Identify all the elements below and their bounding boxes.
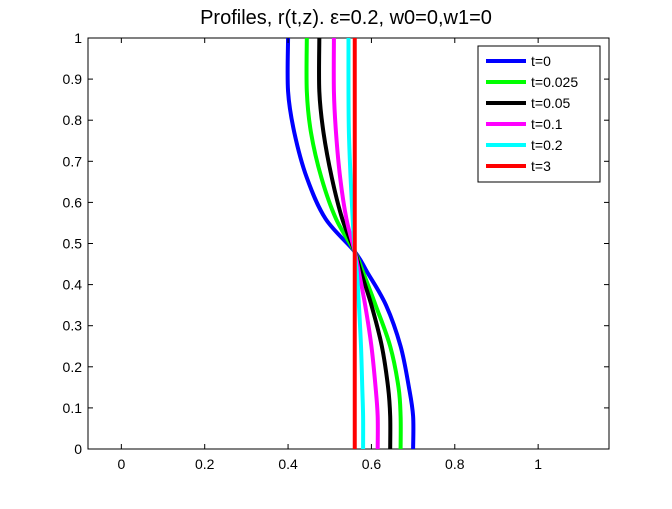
legend-label: t=0 [531, 53, 551, 69]
legend-label: t=0.025 [531, 74, 578, 90]
series-line-0 [285, 37, 416, 450]
x-tick-label: 0.2 [195, 456, 215, 472]
y-tick-label: 0.2 [63, 359, 83, 375]
legend-label: t=0.05 [531, 95, 571, 111]
y-tick-label: 0.5 [63, 236, 83, 252]
x-tick-label: 0 [117, 456, 125, 472]
x-tick-label: 0.6 [362, 456, 382, 472]
y-tick-label: 0.1 [63, 400, 83, 416]
y-tick-label: 1 [74, 30, 82, 46]
x-tick-label: 1 [534, 456, 542, 472]
chart-title: Profiles, r(t,z). ε=0.2, w0=0,w1=0 [200, 7, 492, 29]
axes-layer: 0 0.2 0.4 0.6 0.8 1 0 0.1 0.2 0.3 0.4 0.5 0.6 0.7 0.8 0… [63, 30, 609, 472]
legend-label: t=0.2 [531, 137, 563, 153]
y-tick-label: 0.4 [63, 277, 83, 293]
y-tick-label: 0 [74, 441, 82, 457]
y-tick-label: 0.9 [63, 71, 83, 87]
x-tick-label: 0.8 [445, 456, 465, 472]
series-layer [285, 37, 416, 450]
legend-label: t=0.1 [531, 116, 563, 132]
x-tick-label: 0.4 [278, 456, 298, 472]
y-tick-label: 0.6 [63, 194, 83, 210]
y-tick-label: 0.3 [63, 318, 83, 334]
y-tick-label: 0.7 [63, 153, 83, 169]
y-tick-label: 0.8 [63, 112, 83, 128]
legend: t=0 t=0.025 t=0.05 t=0.1 t=0.2 t=3 [477, 45, 601, 183]
legend-label: t=3 [531, 158, 551, 174]
legend-box [477, 45, 601, 183]
